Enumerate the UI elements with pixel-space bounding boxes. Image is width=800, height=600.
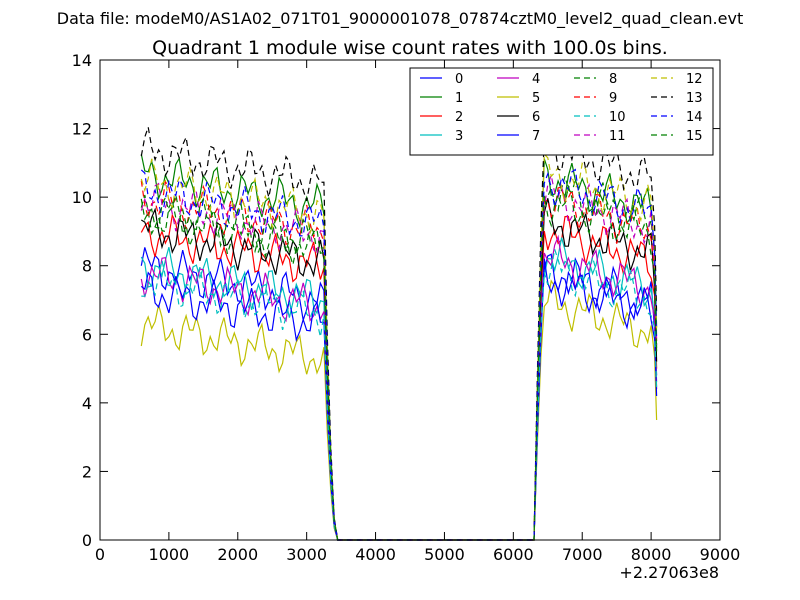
y-tick-label: 12	[72, 120, 92, 139]
legend-label-2: 2	[455, 110, 463, 125]
series-line-8	[140, 175, 658, 541]
series-line-2	[140, 213, 658, 541]
x-tick-label: 6000	[493, 545, 534, 564]
series-line-1	[140, 153, 658, 541]
y-tick-label: 4	[82, 394, 92, 413]
legend-label-13: 13	[686, 91, 703, 106]
legend-label-14: 14	[686, 110, 703, 125]
legend-label-5: 5	[532, 91, 540, 106]
legend-label-11: 11	[609, 129, 626, 144]
y-tick-label: 6	[82, 325, 92, 344]
y-tick-label: 14	[72, 51, 92, 70]
x-axis-ticks: 0 1000 2000 3000 4000 5000 6000 7000 8000 9000	[95, 60, 740, 564]
series-line-13	[140, 126, 658, 541]
x-tick-label: 1000	[149, 545, 190, 564]
y-tick-label: 2	[82, 462, 92, 481]
series-line-7	[140, 258, 658, 541]
legend-label-7: 7	[532, 129, 540, 144]
legend-box	[409, 67, 714, 156]
x-tick-label: 4000	[355, 545, 396, 564]
legend-label-0: 0	[455, 72, 463, 87]
series-line-15	[140, 184, 658, 541]
series-line-12	[140, 152, 658, 541]
y-tick-label: 10	[72, 188, 92, 207]
legend-label-4: 4	[532, 72, 540, 87]
series-line-14	[140, 168, 658, 541]
y-tick-label: 8	[82, 257, 92, 276]
series-line-3	[140, 237, 658, 541]
legend-label-6: 6	[532, 110, 540, 125]
chart-title: Quadrant 1 module wise count rates with …	[152, 37, 668, 59]
series-line-0	[140, 247, 658, 541]
x-tick-label: 5000	[424, 545, 465, 564]
legend-label-3: 3	[455, 129, 463, 144]
plot-series-group	[140, 126, 658, 541]
x-tick-label: 8000	[631, 545, 672, 564]
legend-label-10: 10	[609, 110, 626, 125]
legend-label-15: 15	[686, 129, 703, 144]
series-line-10	[141, 249, 658, 541]
legend-label-12: 12	[686, 72, 703, 87]
series-line-9	[140, 179, 658, 541]
x-tick-label: 2000	[217, 545, 258, 564]
x-tick-label: 0	[95, 545, 105, 564]
legend-label-8: 8	[609, 72, 617, 87]
plot-frame	[99, 59, 721, 541]
legend-label-9: 9	[609, 91, 617, 106]
y-tick-label: 0	[82, 531, 92, 550]
x-tick-label: 7000	[562, 545, 603, 564]
legend-label-1: 1	[455, 91, 463, 106]
series-line-4	[140, 234, 658, 541]
x-tick-label: 3000	[286, 545, 327, 564]
x-axis-offset-label: +2.27063e8	[619, 563, 719, 582]
series-line-6	[140, 198, 658, 541]
chart-supertitle: Data file: modeM0/AS1A02_071T01_90000010…	[57, 9, 743, 29]
x-tick-label: 9000	[700, 545, 741, 564]
series-line-5	[140, 279, 658, 541]
